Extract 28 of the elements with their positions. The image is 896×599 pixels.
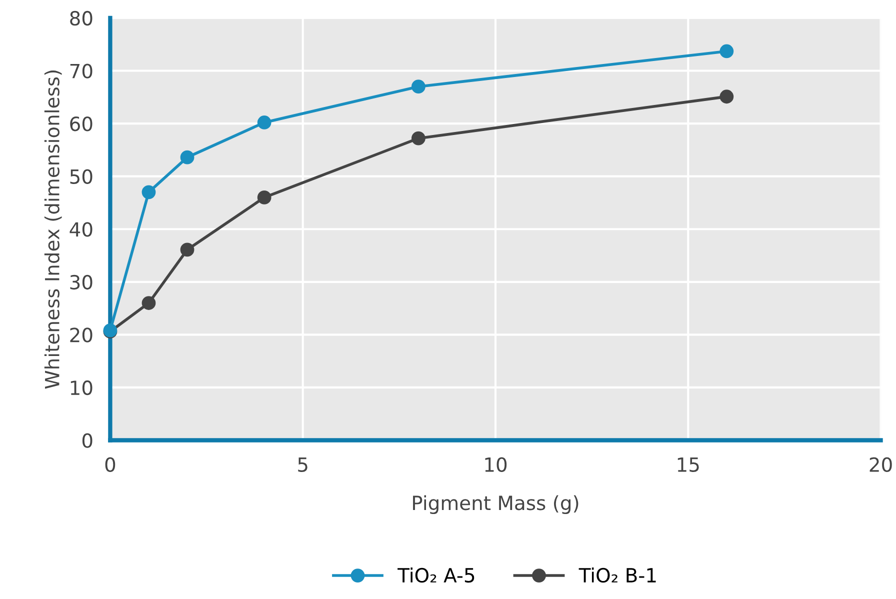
x-tick-label: 10 [485, 457, 507, 472]
point [411, 80, 426, 94]
x-axis-title: Pigment Mass (g) [413, 495, 578, 514]
point [180, 242, 194, 257]
x-tick-label: 5 [298, 458, 308, 472]
point [180, 150, 194, 164]
y-tick-label: 80 [70, 10, 92, 26]
point [720, 90, 734, 104]
y-axis-title: Whiteness Index (dimensionless) [44, 70, 62, 389]
y-tick-label: 50 [70, 169, 92, 184]
y-tick-label: 20 [70, 328, 92, 342]
point [411, 131, 426, 146]
x-tick-label: 0 [105, 457, 116, 472]
point [257, 190, 272, 204]
x-tick-label: 15 [678, 458, 699, 472]
legend-label: TiO₂ A-5 [398, 568, 474, 583]
point [142, 185, 156, 200]
y-tick-label: 30 [70, 274, 92, 290]
y-tick-label: 60 [70, 116, 92, 132]
point [257, 116, 272, 130]
legend-label: TiO₂ B-1 [578, 568, 656, 583]
point [720, 44, 734, 58]
y-tick-label: 10 [70, 380, 92, 396]
y-tick-label: 0 [82, 433, 92, 448]
point [142, 296, 156, 310]
y-tick-label: 70 [70, 64, 92, 78]
y-tick-label: 40 [70, 222, 92, 237]
x-tick-label: 20 [870, 457, 892, 472]
